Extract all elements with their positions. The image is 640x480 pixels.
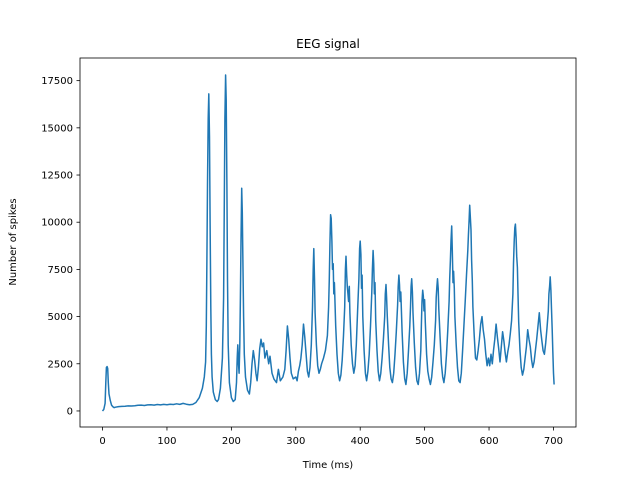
- x-tick-label: 0: [99, 436, 105, 447]
- y-axis: 0 2500 5000 7500 10000 12500 15000 17500: [41, 76, 80, 417]
- y-tick-label: 15000: [41, 123, 73, 134]
- axes-frame: [79, 57, 577, 428]
- x-tick-label: 200: [222, 436, 241, 447]
- y-tick-label: 10000: [41, 218, 73, 229]
- y-tick-label: 0: [67, 406, 73, 417]
- x-tick-label: 500: [415, 436, 434, 447]
- x-tick-label: 300: [286, 436, 305, 447]
- x-tick-label: 100: [157, 436, 176, 447]
- y-tick-label: 7500: [48, 265, 73, 276]
- x-axis: 0 100 200 300 400 500 600 700: [99, 427, 563, 447]
- plot-area: [101, 74, 555, 412]
- x-tick-label: 700: [544, 436, 563, 447]
- chart-title: EEG signal: [296, 37, 360, 51]
- x-axis-label: Time (ms): [302, 460, 354, 471]
- y-tick-label: 5000: [48, 312, 73, 323]
- y-tick-label: 2500: [48, 359, 73, 370]
- x-tick-label: 600: [479, 436, 498, 447]
- series-line-0: [101, 74, 555, 412]
- y-tick-label: 17500: [41, 76, 73, 87]
- y-tick-label: 12500: [41, 171, 73, 182]
- y-axis-label: Number of spikes: [8, 198, 19, 285]
- x-tick-label: 400: [351, 436, 370, 447]
